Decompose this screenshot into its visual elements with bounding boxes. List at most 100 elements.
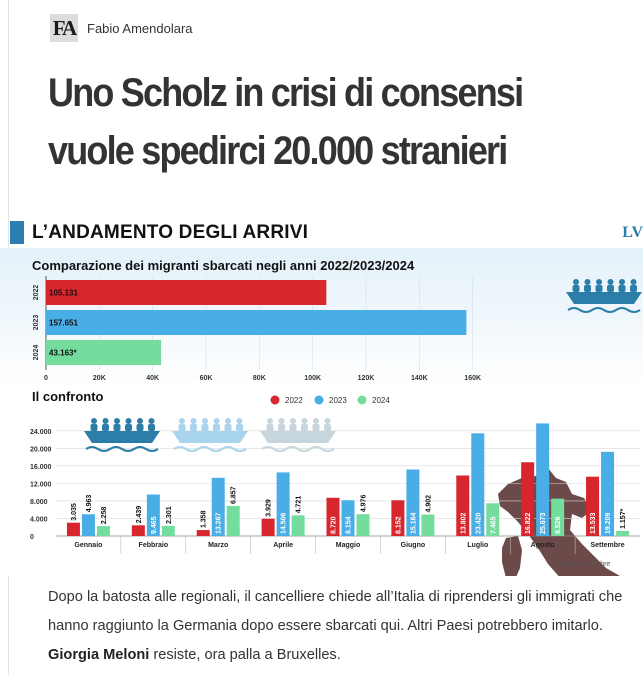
vbar-y-tick-label: 4.000 bbox=[30, 516, 48, 523]
bar-value-label: 3.035 bbox=[71, 503, 78, 521]
hbar-2023 bbox=[46, 310, 467, 335]
section-title: L’ANDAMENTO DEGLI ARRIVI bbox=[32, 222, 309, 243]
bar-maggio-2023 bbox=[341, 500, 355, 536]
sardinia bbox=[502, 536, 522, 576]
vbar-y-tick-label: 20.000 bbox=[30, 446, 52, 453]
legend-swatch-2023 bbox=[314, 395, 324, 405]
bar-maggio-2024 bbox=[356, 514, 370, 536]
vbar-y-tick-label: 24.000 bbox=[30, 429, 52, 436]
bar-value-label: 23.420 bbox=[475, 512, 482, 534]
bar-febbraio-2023 bbox=[146, 494, 160, 536]
author-byline[interactable]: FA Fabio Amendolara bbox=[50, 14, 193, 42]
hbar-x-tick-label: 40K bbox=[146, 375, 159, 382]
vbar-y-tick-label: 16.000 bbox=[30, 464, 52, 471]
month-label-gennaio: Gennaio bbox=[74, 542, 102, 549]
month-label-giugno: Giugno bbox=[401, 542, 426, 549]
bar-value-label: 1.358 bbox=[201, 510, 208, 528]
bar-value-label: 8.720 bbox=[331, 516, 338, 534]
hbar-chart-title: Comparazione dei migranti sbarcati negli… bbox=[32, 258, 415, 273]
bar-agosto-2022 bbox=[521, 462, 535, 536]
vbar-chart-title: Il confronto bbox=[32, 389, 104, 404]
bar-luglio-2024 bbox=[486, 503, 500, 536]
bar-febbraio-2022 bbox=[131, 525, 145, 536]
hbar-category-label: 2022 bbox=[33, 285, 40, 301]
hbar-value-label: 157.651 bbox=[49, 319, 78, 328]
bar-value-label: 6.857 bbox=[231, 486, 238, 504]
lead-text-1: Dopo la batosta alle regionali, il cance… bbox=[48, 589, 623, 634]
vbar-y-tick-label: 12.000 bbox=[30, 481, 52, 488]
ship-icon-map bbox=[566, 279, 642, 313]
vbar-y-tick-label: 8.000 bbox=[30, 499, 48, 506]
italy-map bbox=[498, 468, 620, 576]
hbar-x-tick-label: 0 bbox=[44, 375, 48, 382]
bar-aprile-2024 bbox=[291, 515, 305, 536]
vbar-y-tick-label: 0 bbox=[30, 534, 34, 541]
bar-settembre-2022 bbox=[586, 476, 600, 536]
bar-value-label: 16.822 bbox=[525, 512, 532, 534]
ship-icon-right bbox=[566, 279, 642, 313]
bar-aprile-2023 bbox=[276, 472, 290, 536]
hbar-2024 bbox=[46, 340, 162, 365]
bar-luglio-2022 bbox=[456, 475, 470, 536]
month-label-marzo: Marzo bbox=[208, 542, 228, 549]
month-label-luglio: Luglio bbox=[467, 542, 488, 549]
bar-value-label: 2.258 bbox=[101, 506, 108, 524]
bar-agosto-2023 bbox=[536, 423, 550, 536]
hbar-x-tick-label: 80K bbox=[253, 375, 266, 382]
author-name[interactable]: Fabio Amendolara bbox=[87, 20, 193, 36]
headline: Uno Scholz in crisi di consensi vuole sp… bbox=[48, 71, 524, 173]
hbar-x-tick-label: 140K bbox=[411, 375, 428, 382]
bar-aprile-2022 bbox=[261, 518, 275, 536]
ship-icon-2023 bbox=[172, 418, 248, 452]
bar-gennaio-2023 bbox=[81, 514, 95, 536]
bar-value-label: 7.465 bbox=[490, 516, 497, 534]
bar-value-label: 13.802 bbox=[460, 512, 467, 534]
legend-swatch-2024 bbox=[357, 395, 367, 405]
hbar-x-tick-label: 120K bbox=[358, 375, 375, 382]
bar-value-label: 1.157* bbox=[620, 508, 627, 529]
arrivals-chart: Comparazione dei migranti sbarcati negli… bbox=[30, 258, 642, 576]
bar-value-label: 19.209 bbox=[605, 512, 612, 534]
bar-value-label: 8.152 bbox=[395, 516, 402, 534]
bar-value-label: 25.673 bbox=[540, 512, 547, 534]
hbar-2022 bbox=[46, 280, 327, 305]
legend-label-2022: 2022 bbox=[285, 396, 303, 405]
lead-bold-name: Giorgia Meloni bbox=[48, 647, 150, 663]
hbar-value-label: 105.131 bbox=[49, 289, 78, 298]
hbar-value-label: 43.163* bbox=[49, 349, 77, 358]
infographic: L’ANDAMENTO DEGLI ARRIVI LV Comparazione… bbox=[0, 216, 643, 576]
bar-luglio-2023 bbox=[471, 433, 485, 536]
bar-value-label: 13.267 bbox=[216, 512, 223, 534]
bar-value-label: 9.465 bbox=[151, 516, 158, 534]
bar-value-label: 3.929 bbox=[266, 499, 273, 517]
hbar-x-tick-label: 20K bbox=[93, 375, 106, 382]
corner-tag: LV bbox=[622, 224, 643, 241]
month-label-agosto: Agosto bbox=[531, 542, 555, 549]
hbar-category-label: 2023 bbox=[33, 315, 40, 331]
bar-value-label: 4.976 bbox=[361, 495, 368, 513]
ship-icon-2022 bbox=[84, 418, 160, 452]
bar-settembre-2023 bbox=[601, 451, 615, 536]
bar-agosto-2024 bbox=[551, 498, 565, 536]
bar-value-label: 8.154 bbox=[346, 516, 353, 534]
bar-value-label: 4.963 bbox=[86, 495, 93, 513]
hbar-x-tick-label: 60K bbox=[200, 375, 213, 382]
bar-gennaio-2024 bbox=[96, 526, 110, 536]
monthly-bar-chart: Il confronto 0 4.000 8.000 12.000 16.000 20.0… bbox=[30, 389, 640, 554]
bar-value-label: 15.164 bbox=[410, 512, 417, 534]
legend-label-2024: 2024 bbox=[372, 396, 390, 405]
month-label-settembre: Settembre bbox=[590, 542, 624, 549]
bar-giugno-2022 bbox=[391, 500, 405, 536]
author-logo: FA bbox=[50, 14, 78, 42]
bar-value-label: 2.301 bbox=[166, 506, 173, 524]
bar-value-label: 8.526 bbox=[555, 516, 562, 534]
month-label-febbraio: Febbraio bbox=[139, 542, 169, 549]
section-accent-bar bbox=[10, 221, 24, 244]
chart-footnote: *fino al 5 settembre bbox=[550, 561, 610, 568]
bar-marzo-2022 bbox=[196, 530, 210, 536]
bar-value-label: 14.506 bbox=[281, 512, 288, 534]
legend-label-2023: 2023 bbox=[329, 396, 347, 405]
bar-marzo-2024 bbox=[226, 505, 240, 536]
bar-giugno-2024 bbox=[421, 514, 435, 536]
month-label-maggio: Maggio bbox=[336, 542, 361, 549]
